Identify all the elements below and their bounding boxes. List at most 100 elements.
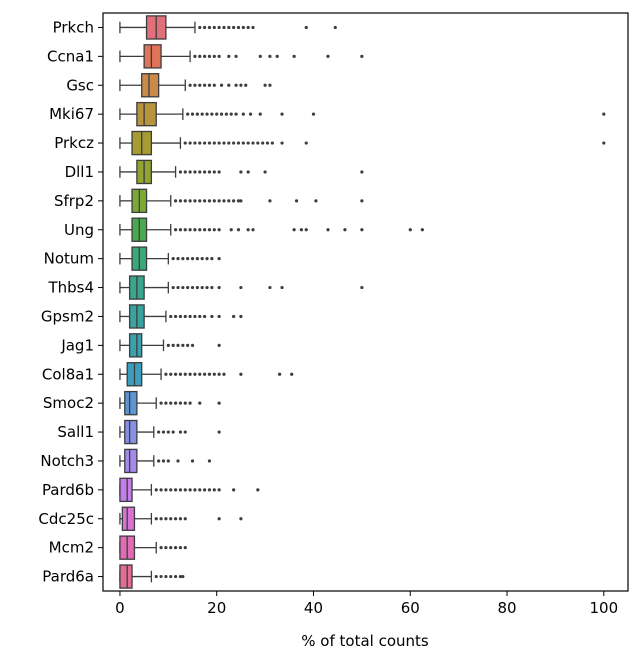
outlier-point xyxy=(261,141,265,145)
outlier-point xyxy=(268,83,272,87)
outlier-point xyxy=(212,54,216,58)
outlier-point xyxy=(236,199,241,203)
outlier-point xyxy=(181,343,185,347)
outlier-point xyxy=(207,372,212,376)
outlier-point xyxy=(251,25,255,30)
outlier-point xyxy=(183,488,187,492)
outlier-point xyxy=(212,488,216,492)
y-axis: Prkch Ccna1 Gsc Mki67 Prkcz Dll1 Sfrp2 Ung Notum… xyxy=(38,18,103,586)
outlier-point xyxy=(292,54,296,58)
outlier-point xyxy=(234,112,238,116)
box-group-col8a1 xyxy=(119,362,294,387)
box-group-mcm2 xyxy=(119,535,187,560)
outlier-point xyxy=(193,314,197,319)
y-tick-label: Dll1 xyxy=(65,163,94,181)
y-tick-label: Ung xyxy=(64,221,94,239)
y-tick-label: Gpsm2 xyxy=(41,307,94,325)
outlier-point xyxy=(193,141,197,145)
outlier-point xyxy=(188,170,192,174)
outlier-point xyxy=(164,372,168,376)
box xyxy=(141,73,160,98)
outlier-point xyxy=(360,285,364,290)
box-group-dll1 xyxy=(119,159,364,185)
outlier-point xyxy=(360,199,364,203)
box-group-smoc2 xyxy=(119,390,221,416)
outlier-point xyxy=(183,170,187,174)
outlier-point xyxy=(304,228,308,232)
outlier-point xyxy=(207,170,212,174)
outlier-point xyxy=(186,343,190,347)
outlier-point xyxy=(222,25,226,30)
outlier-point xyxy=(217,141,221,145)
y-tick-label: Cdc25c xyxy=(38,510,94,528)
outlier-point xyxy=(304,141,308,145)
outlier-point xyxy=(178,314,183,319)
outlier-point xyxy=(239,314,243,319)
outlier-point xyxy=(203,25,207,30)
outlier-point xyxy=(188,372,192,376)
box-group-ccna1 xyxy=(119,44,364,69)
outlier-point xyxy=(239,372,243,376)
outlier-point xyxy=(203,228,207,232)
outlier-point xyxy=(207,25,212,30)
plot-area xyxy=(102,12,629,592)
outlier-point xyxy=(275,54,279,58)
outlier-point xyxy=(360,228,364,232)
outlier-point xyxy=(200,112,204,116)
outlier-point xyxy=(210,314,214,319)
outlier-point xyxy=(256,141,260,145)
y-tick-label: Pard6a xyxy=(42,568,94,586)
x-tick-label: 100 xyxy=(589,599,618,617)
y-tick-label: Thbs4 xyxy=(47,279,94,297)
outlier-point xyxy=(161,430,166,434)
x-tick-label: 40 xyxy=(304,599,323,617)
outlier-point xyxy=(207,459,212,463)
x-tick-label: 20 xyxy=(207,599,226,617)
outlier-point xyxy=(178,517,183,521)
outlier-point xyxy=(265,141,270,145)
box-group-sfrp2 xyxy=(119,188,364,214)
outlier-point xyxy=(203,372,207,376)
outlier-point xyxy=(178,228,183,232)
outlier-point xyxy=(190,257,195,261)
outlier-point xyxy=(232,488,236,492)
outlier-point xyxy=(217,517,221,521)
outlier-point xyxy=(304,25,308,30)
outlier-point xyxy=(258,112,262,116)
outlier-point xyxy=(176,343,180,347)
outlier-point xyxy=(326,54,330,58)
outlier-point xyxy=(278,372,282,376)
y-tick-label: Sall1 xyxy=(57,423,94,441)
outlier-point xyxy=(195,285,199,290)
outlier-point xyxy=(222,372,226,376)
outlier-point xyxy=(280,112,284,116)
outlier-point xyxy=(157,459,161,463)
outlier-point xyxy=(360,170,364,174)
box xyxy=(143,44,162,69)
outlier-point xyxy=(222,141,226,145)
outlier-point xyxy=(212,25,216,30)
outlier-point xyxy=(239,285,243,290)
outlier-point xyxy=(198,141,202,145)
box-group-notch3 xyxy=(119,448,212,474)
outlier-point xyxy=(227,54,231,58)
y-tick-label: Prkch xyxy=(53,18,94,36)
outlier-point xyxy=(198,488,202,492)
outlier-point xyxy=(217,199,221,203)
outlier-point xyxy=(210,112,214,116)
box-group-prkch xyxy=(119,15,337,40)
outlier-point xyxy=(217,228,221,232)
outlier-point xyxy=(198,314,202,319)
outlier-point xyxy=(203,488,207,492)
outlier-point xyxy=(420,228,424,232)
outlier-point xyxy=(215,112,219,116)
outlier-point xyxy=(232,199,236,203)
outlier-point xyxy=(193,83,197,87)
outlier-point xyxy=(251,141,255,145)
outlier-point xyxy=(236,141,241,145)
outlier-point xyxy=(164,574,168,579)
outlier-point xyxy=(217,372,221,376)
outlier-point xyxy=(256,488,260,492)
outlier-point xyxy=(205,112,209,116)
outlier-point xyxy=(232,314,236,319)
